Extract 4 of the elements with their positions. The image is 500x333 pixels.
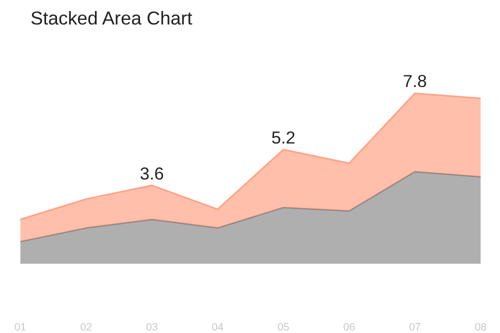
annotation: 3.6 <box>140 163 164 184</box>
annotation: 7.8 <box>402 71 427 92</box>
annotation: 5.2 <box>271 127 296 148</box>
chart-title: Stacked Area Chart <box>30 8 194 28</box>
